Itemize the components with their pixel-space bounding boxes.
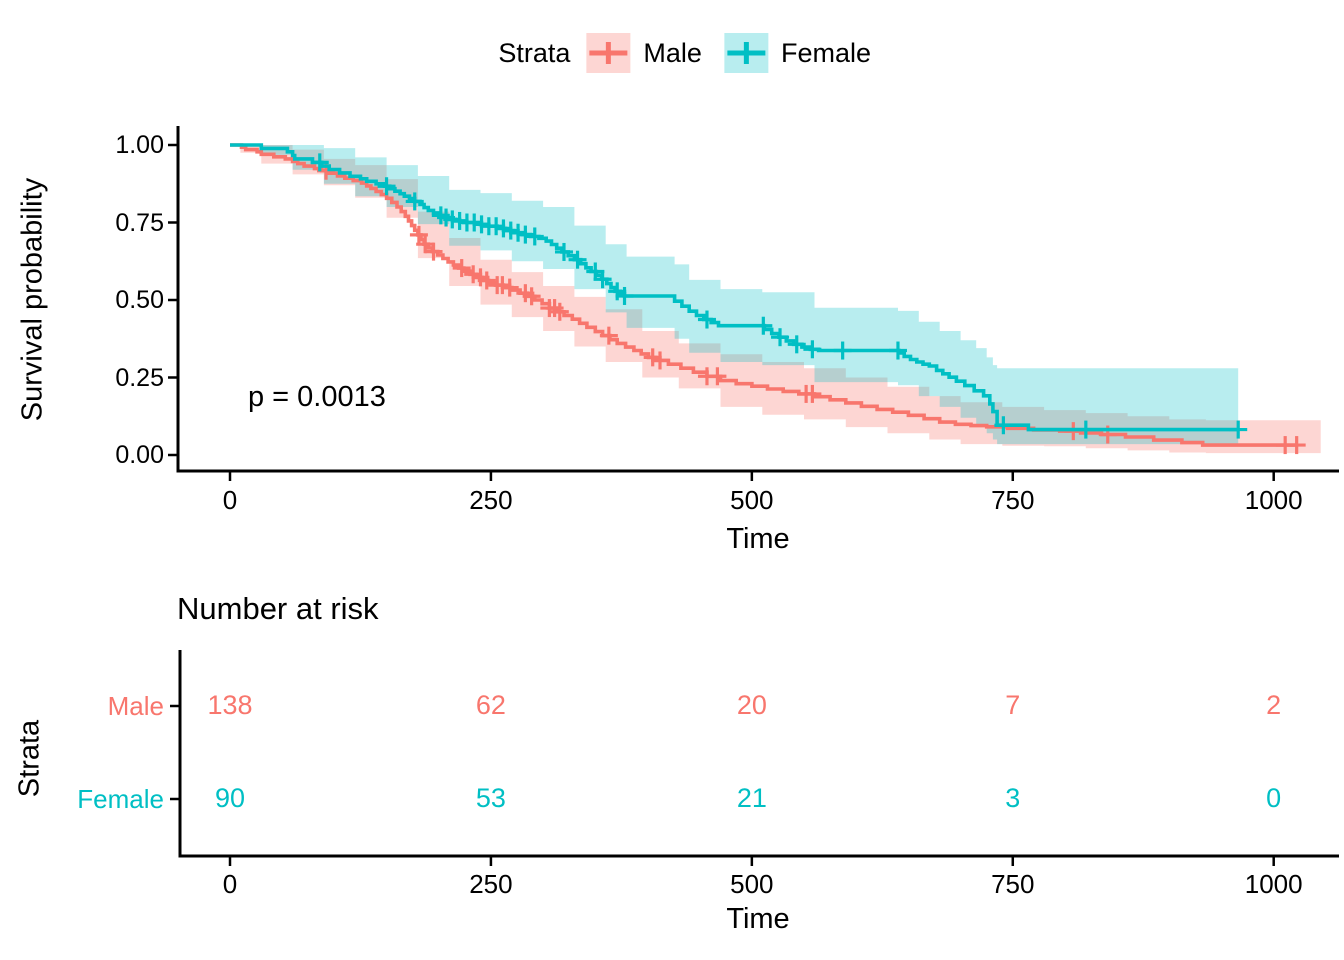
risk-x-tick-label: 750	[991, 869, 1035, 899]
risk-count-female: 3	[1005, 783, 1021, 813]
risk-count-female: 53	[475, 783, 506, 813]
female-censor-key-icon	[723, 33, 768, 73]
legend-label-male: Male	[643, 37, 702, 68]
x-axis-title: Time	[726, 523, 790, 555]
risk-table-strata-axis-title: Strata	[13, 719, 46, 798]
risk-row-label-male: Male	[107, 691, 164, 721]
risk-x-tick-label: 500	[730, 869, 774, 899]
risk-count-male: 7	[1005, 690, 1021, 720]
risk-count-female: 0	[1266, 783, 1282, 813]
y-tick-label: 0.25	[115, 363, 164, 392]
x-tick-label: 1000	[1244, 485, 1303, 515]
risk-count-male: 138	[207, 690, 253, 720]
risk-count-female: 21	[736, 783, 767, 813]
risk-count-male: 20	[736, 690, 767, 720]
x-tick-label: 750	[991, 485, 1035, 515]
y-tick-label: 0.50	[115, 286, 164, 314]
legend-item-male: Male	[586, 33, 702, 73]
risk-table-x-axis-title: Time	[726, 903, 790, 935]
male-censor-key-icon	[586, 33, 631, 73]
legend-label-female: Female	[780, 37, 871, 68]
y-tick-label: 1.00	[115, 131, 164, 159]
y-tick-label: 0.00	[115, 441, 164, 469]
p-value-annotation: p = 0.0013	[248, 381, 386, 413]
risk-x-tick-label: 0	[222, 869, 238, 899]
legend-item-female: Female	[723, 33, 871, 73]
risk-table-title: Number at risk	[177, 591, 379, 626]
y-axis-title: Survival probability	[16, 177, 49, 422]
x-tick-label: 250	[469, 485, 513, 515]
legend-title: Strata	[498, 37, 571, 68]
risk-count-male: 62	[475, 690, 506, 720]
risk-count-male: 2	[1266, 690, 1282, 720]
x-tick-label: 500	[730, 485, 774, 515]
risk-x-tick-label: 250	[469, 869, 513, 899]
y-tick-label: 0.75	[115, 208, 164, 237]
risk-count-female: 90	[214, 783, 246, 813]
x-tick-label: 0	[222, 485, 238, 515]
risk-row-label-female: Female	[77, 784, 164, 814]
risk-x-tick-label: 1000	[1244, 869, 1303, 899]
legend: Strata Male Female	[498, 33, 893, 73]
